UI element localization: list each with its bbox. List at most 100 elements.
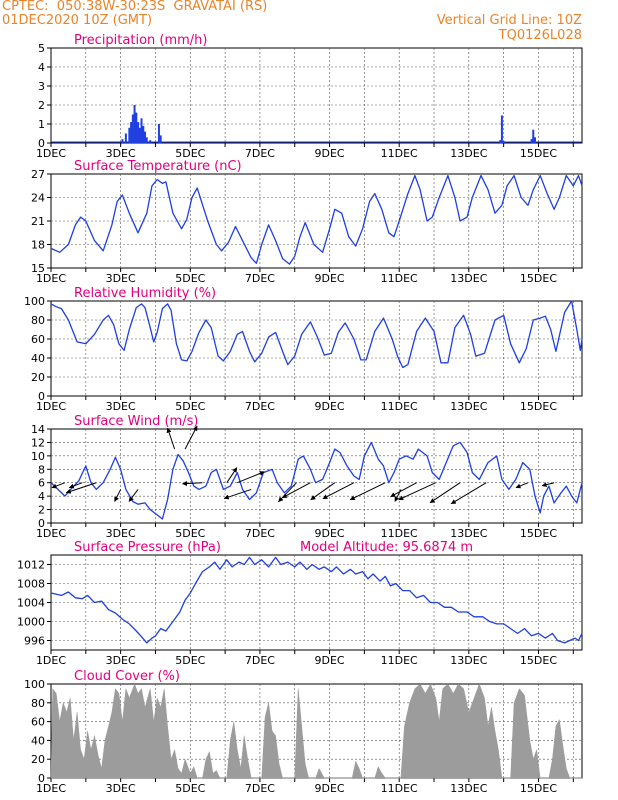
y-tick-label: 0 — [38, 772, 45, 785]
wind-arrow — [322, 482, 355, 500]
model-run-code: TQ0126L028 — [498, 28, 582, 43]
panel-title: Surface Temperature (nC) — [74, 159, 242, 174]
precip-bar — [137, 122, 140, 143]
x-tick-label: 7DEC — [245, 782, 275, 795]
x-tick-label: 1DEC — [36, 147, 66, 160]
x-tick-label: 7DEC — [245, 654, 275, 667]
precip-bar — [140, 118, 143, 143]
x-tick-label: 11DEC — [381, 147, 418, 160]
panel-2: 15 18 21 24 27 1DEC 3DEC 5DEC 7DEC 9DEC 11DEC 13DEC… — [31, 159, 583, 285]
x-tick-label: 11DEC — [381, 654, 418, 667]
x-tick-label: 11DEC — [381, 272, 418, 285]
x-tick-label: 9DEC — [315, 527, 345, 540]
y-tick-label: 1008 — [17, 578, 45, 591]
grid-line-note: Vertical Grid Line: 10Z — [436, 13, 582, 28]
wind-arrow — [349, 482, 386, 501]
wind-arrow — [114, 489, 122, 502]
x-tick-label: 15DEC — [520, 400, 557, 413]
x-tick-label: 3DEC — [106, 654, 136, 667]
x-tick-label: 5DEC — [175, 782, 205, 795]
x-tick-label: 1DEC — [36, 272, 66, 285]
y-tick-label: 12 — [31, 436, 45, 449]
precip-bar — [159, 135, 162, 143]
precip-bar — [500, 115, 503, 143]
x-tick-label: 1DEC — [36, 654, 66, 667]
y-tick-label: 18 — [31, 239, 45, 252]
precip-bar — [135, 112, 138, 143]
y-tick-label: 10 — [31, 450, 45, 463]
plot-frame — [50, 428, 583, 524]
x-tick-label: 15DEC — [520, 782, 557, 795]
y-tick-label: 100 — [24, 295, 45, 308]
wind-arrow — [237, 471, 265, 484]
y-tick-label: 4 — [38, 490, 45, 503]
x-tick-label: 13DEC — [450, 782, 487, 795]
y-tick-label: 8 — [38, 463, 45, 476]
x-tick-label: 15DEC — [520, 272, 557, 285]
y-tick-label: 4 — [38, 61, 45, 74]
y-tick-label: 1 — [38, 118, 45, 131]
precip-bar — [157, 124, 160, 143]
y-tick-label: 80 — [31, 314, 45, 327]
x-tick-label: 5DEC — [175, 147, 205, 160]
wind-arrow — [166, 427, 176, 450]
wind-arrow — [65, 482, 97, 494]
y-tick-label: 60 — [31, 716, 45, 729]
y-tick-label: 40 — [31, 352, 45, 365]
wind-arrow — [541, 482, 555, 488]
x-tick-label: 13DEC — [450, 654, 487, 667]
precip-bar — [533, 137, 536, 143]
y-tick-label: 27 — [31, 168, 45, 181]
x-tick-label: 3DEC — [106, 400, 136, 413]
wind-arrow — [51, 482, 66, 489]
x-tick-label: 1DEC — [36, 782, 66, 795]
y-tick-label: 0 — [38, 517, 45, 530]
wind-arrow — [310, 482, 336, 501]
x-tick-label: 13DEC — [450, 272, 487, 285]
x-tick-label: 13DEC — [450, 527, 487, 540]
y-tick-label: 100 — [24, 678, 45, 691]
x-tick-label: 7DEC — [245, 272, 275, 285]
precip-bar — [131, 114, 134, 143]
y-tick-label: 1000 — [17, 616, 45, 629]
x-tick-label: 5DEC — [175, 400, 205, 413]
panel-1: 0 1 2 3 4 5 1DEC 3DEC 5DEC 7DEC 9DEC 11DEC 13DEC 15DE… — [36, 33, 583, 160]
x-tick-label: 1DEC — [36, 527, 66, 540]
panel-annotation: Model Altitude: 95.6874 m — [300, 540, 473, 555]
series-line — [50, 441, 583, 520]
precip-bar — [138, 127, 141, 143]
y-tick-label: 15 — [31, 262, 45, 275]
x-tick-label: 9DEC — [315, 654, 345, 667]
series-line — [50, 174, 583, 265]
wind-arrow — [68, 482, 83, 489]
y-tick-label: 3 — [38, 80, 45, 93]
panel-5: 996 1000 1004 1008 1012 1DEC 3DEC 5DEC 7DEC 9DEC 1… — [17, 540, 583, 667]
y-tick-label: 24 — [31, 192, 45, 205]
run-datetime: 01DEC2020 10Z (GMT) — [2, 13, 153, 28]
x-tick-label: 11DEC — [381, 527, 418, 540]
precip-bar — [145, 137, 148, 143]
x-tick-label: 3DEC — [106, 147, 136, 160]
panel-title: Surface Wind (m/s) — [74, 414, 198, 429]
x-tick-label: 3DEC — [106, 527, 136, 540]
series-line — [50, 556, 583, 644]
x-tick-label: 9DEC — [315, 147, 345, 160]
panel-title: Cloud Cover (%) — [74, 669, 180, 684]
x-tick-label: 15DEC — [520, 654, 557, 667]
x-tick-label: 7DEC — [245, 147, 275, 160]
y-tick-label: 0 — [38, 137, 45, 150]
x-tick-label: 11DEC — [381, 400, 418, 413]
precip-bar — [142, 125, 145, 143]
y-tick-label: 6 — [38, 477, 45, 490]
panel-title: Surface Pressure (hPa) — [74, 540, 221, 555]
panel-6: 0 20 40 60 80 100 1DEC 3DEC 5DEC 7DEC 9DEC 11DEC 13D… — [24, 669, 583, 795]
precip-bar — [124, 133, 127, 143]
precip-bar — [128, 127, 131, 143]
y-tick-label: 5 — [38, 42, 45, 55]
wind-arrow — [128, 489, 139, 502]
y-tick-label: 0 — [38, 390, 45, 403]
header-block: CPTEC: 050:38W-30:23S GRAVATAI (RS) 01DE… — [0, 0, 618, 44]
y-tick-label: 1004 — [17, 597, 45, 610]
y-tick-label: 20 — [31, 371, 45, 384]
